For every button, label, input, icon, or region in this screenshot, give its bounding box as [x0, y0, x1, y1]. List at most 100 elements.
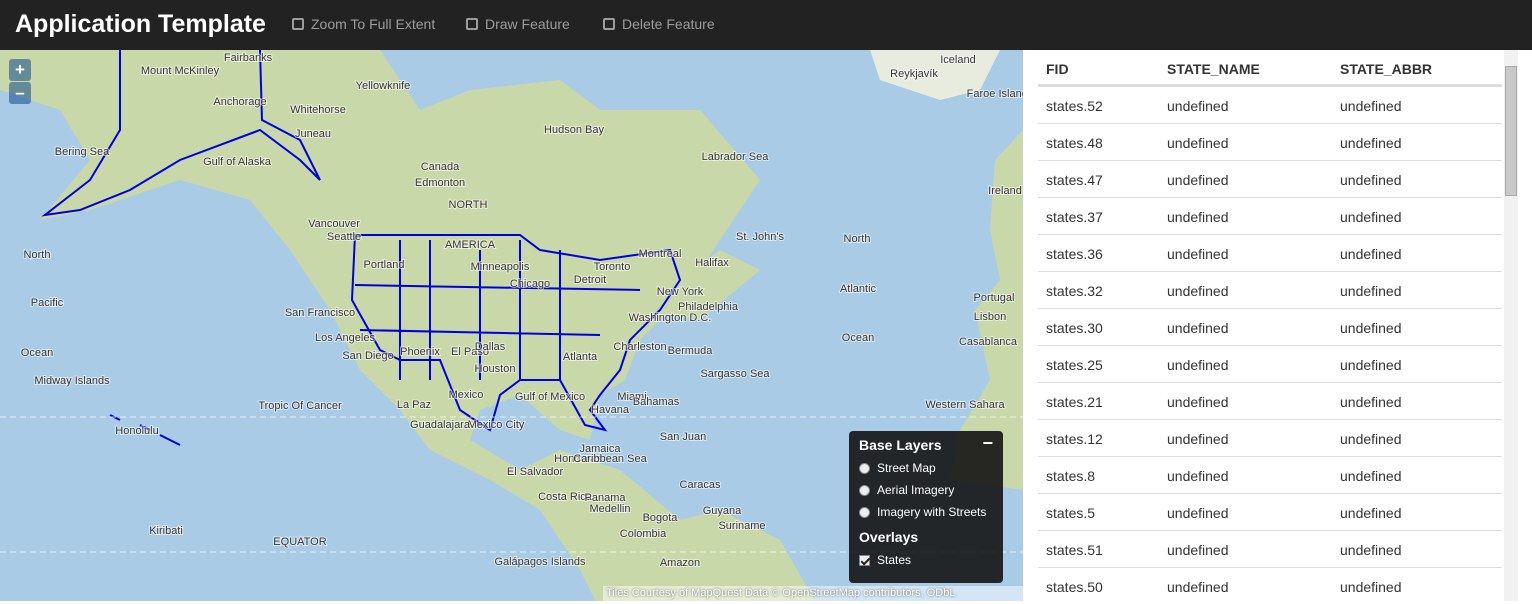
table-cell: undefined: [1340, 505, 1402, 521]
table-cell: states.21: [1046, 394, 1103, 410]
map-label: Jamaica: [580, 443, 622, 455]
map-label: Faroe Islands: [967, 88, 1023, 100]
base-layer-option[interactable]: Street Map: [859, 457, 993, 479]
map-label: Hudson Bay: [544, 124, 604, 136]
map-label: Portugal: [974, 292, 1015, 304]
table-cell: undefined: [1340, 320, 1402, 336]
map-label: Gulf of Mexico: [515, 391, 585, 403]
table-cell: undefined: [1340, 542, 1402, 558]
base-layer-option[interactable]: Imagery with Streets: [859, 501, 993, 523]
map-label: Reykjavík: [890, 68, 938, 80]
layer-switcher: − Base Layers Street Map Aerial Imagery Im…: [849, 431, 1003, 583]
table-row[interactable]: states.30 undefined undefined: [1038, 308, 1502, 345]
checkbox[interactable]: [859, 554, 870, 566]
button-label: Zoom To Full Extent: [311, 16, 436, 32]
table-row[interactable]: states.48 undefined undefined: [1038, 123, 1502, 160]
table-cell: undefined: [1340, 135, 1402, 151]
column-header[interactable]: STATE_ABBR: [1340, 61, 1433, 77]
map-label: Toronto: [594, 261, 631, 273]
map-label: Kiribati: [149, 525, 183, 537]
table-row[interactable]: states.52 undefined undefined: [1038, 86, 1502, 123]
map-label: Guadalajara: [410, 419, 471, 431]
table-cell: states.25: [1046, 357, 1103, 373]
table-cell: undefined: [1167, 246, 1229, 262]
map-label: Ocean: [842, 332, 874, 344]
map-label: Tropic Of Cancer: [258, 400, 342, 412]
table-row[interactable]: states.50 undefined undefined: [1038, 567, 1502, 604]
overlay-option[interactable]: States: [859, 549, 993, 571]
table-cell: undefined: [1340, 468, 1402, 484]
table-cell: undefined: [1340, 246, 1402, 262]
map-label: Philadelphia: [678, 301, 739, 313]
option-label: Aerial Imagery: [877, 483, 955, 497]
map-label: Honolulu: [115, 425, 158, 437]
map-label: Mexico: [449, 389, 484, 401]
table-row[interactable]: states.5 undefined undefined: [1038, 493, 1502, 530]
land: [0, 50, 1023, 601]
map-label: North: [24, 249, 51, 261]
table-cell: states.52: [1046, 98, 1103, 114]
table-row[interactable]: states.47 undefined undefined: [1038, 160, 1502, 197]
map-label: Montreal: [639, 248, 682, 260]
scroll-thumb[interactable]: [1505, 66, 1517, 196]
table-row[interactable]: states.32 undefined undefined: [1038, 271, 1502, 308]
navbar: Application Template Zoom To Full Extent…: [0, 0, 1532, 50]
map-label: Western Sahara: [925, 399, 1005, 411]
map-label: Medellin: [590, 503, 631, 515]
table-cell: undefined: [1167, 431, 1229, 447]
map-label: Los Angeles: [315, 332, 375, 344]
map-label: Labrador Sea: [702, 151, 770, 163]
map-label: Atlanta: [563, 351, 598, 363]
map-label: Bahamas: [633, 396, 680, 408]
button-icon: [466, 18, 478, 30]
column-header[interactable]: STATE_NAME: [1167, 61, 1260, 77]
radio-button[interactable]: [859, 506, 870, 518]
overlays-title: Overlays: [859, 529, 919, 545]
table-row[interactable]: states.37 undefined undefined: [1038, 197, 1502, 234]
state-outlines: [41, 50, 682, 446]
table-row[interactable]: states.51 undefined undefined: [1038, 530, 1502, 567]
nav-button[interactable]: Zoom To Full Extent: [292, 16, 435, 32]
table-cell: undefined: [1167, 209, 1229, 225]
map-label: Washington D.C.: [629, 312, 712, 324]
map-label: El Paso: [451, 346, 489, 358]
zoom-out[interactable]: –: [9, 82, 31, 104]
map-label: Portland: [364, 259, 405, 271]
radio-button[interactable]: [859, 484, 870, 496]
scrollbar[interactable]: [1504, 50, 1518, 601]
map-label: Vancouver: [308, 218, 360, 230]
table-cell: states.8: [1046, 468, 1096, 484]
map-label: Honduras: [554, 453, 602, 465]
table-cell: undefined: [1340, 98, 1402, 114]
map-label: Galápagos Islands: [494, 556, 586, 568]
table-cell: undefined: [1340, 431, 1402, 447]
map-label: Charleston: [613, 341, 666, 353]
table-row[interactable]: states.12 undefined undefined: [1038, 419, 1502, 456]
zoom-in[interactable]: +: [9, 59, 31, 81]
nav-button[interactable]: Draw Feature: [466, 16, 570, 32]
column-header[interactable]: FID: [1046, 61, 1069, 77]
map-label: North: [844, 233, 871, 245]
table-row[interactable]: states.21 undefined undefined: [1038, 382, 1502, 419]
base-layer-option[interactable]: Aerial Imagery: [859, 479, 993, 501]
map-label: Fairbanks: [224, 52, 273, 64]
map-label: El Salvador: [507, 466, 564, 478]
button-label: Delete Feature: [622, 16, 715, 32]
table-cell: states.37: [1046, 209, 1103, 225]
nav-button[interactable]: Delete Feature: [603, 16, 715, 32]
collapse-button[interactable]: −: [982, 433, 993, 453]
map-label: Caribbean Sea: [573, 453, 647, 465]
table-cell: states.36: [1046, 246, 1103, 262]
table-cell: undefined: [1340, 357, 1402, 373]
table-row[interactable]: states.8 undefined undefined: [1038, 456, 1502, 493]
table-row[interactable]: states.36 undefined undefined: [1038, 234, 1502, 271]
map-label: Anchorage: [213, 96, 266, 108]
radio-button[interactable]: [859, 462, 870, 474]
base-layers-title: Base Layers: [859, 437, 942, 453]
map-label: Chicago: [510, 278, 550, 290]
table-cell: states.30: [1046, 320, 1103, 336]
table-row[interactable]: states.25 undefined undefined: [1038, 345, 1502, 382]
